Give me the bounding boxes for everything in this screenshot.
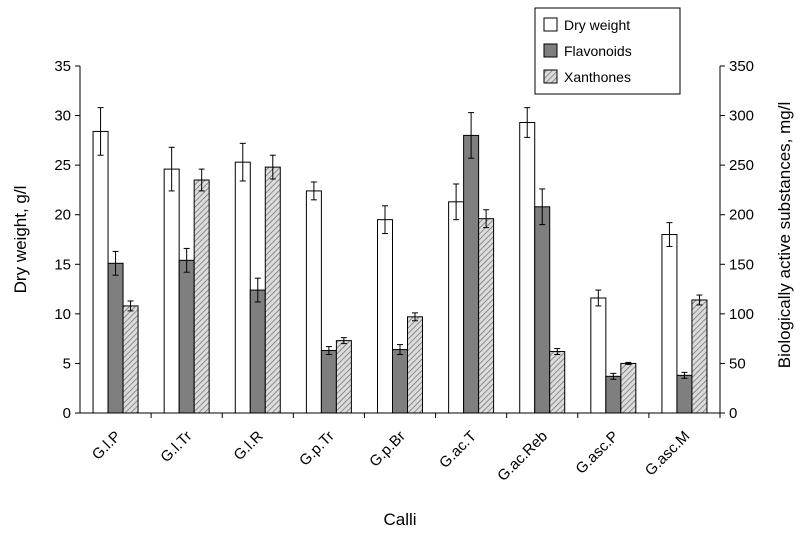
bars [92, 107, 708, 414]
y-tick-label: 15 [54, 256, 71, 273]
y-tick-label: 5 [63, 355, 71, 372]
bar-flavonoids [605, 375, 622, 414]
y-tick-label: 0 [63, 405, 71, 422]
bar-dry-weight [448, 201, 465, 414]
y-tick-label: 30 [54, 108, 71, 125]
x-tick-label: G.l.P [89, 428, 125, 464]
bar-flavonoids [676, 374, 693, 414]
y2-tick-label: 100 [729, 306, 754, 323]
y-tick-label: 20 [54, 207, 71, 224]
legend-label: Flavonoids [564, 43, 632, 59]
x-axis-label: Calli [383, 510, 416, 529]
legend-swatch [543, 43, 558, 58]
bar-dry-weight [234, 161, 251, 414]
bar-dry-weight [377, 219, 393, 414]
y-axis-label: Dry weight, g/l [11, 186, 30, 294]
x-tick-label: G.ac.Reb [494, 428, 551, 485]
y2-tick-label: 50 [729, 355, 746, 372]
bar-dry-weight [163, 168, 180, 414]
legend-box [534, 7, 681, 95]
bar-xanthones [620, 362, 637, 414]
x-tick-label: G.asc.M [642, 428, 694, 480]
bar-flavonoids [107, 262, 124, 414]
y2-tick-label: 250 [729, 157, 754, 174]
bar-dry-weight [519, 122, 536, 414]
legend-label: Xanthones [564, 69, 631, 85]
bar-xanthones [478, 218, 495, 414]
bar-dry-weight [661, 234, 678, 414]
y2-axis-label: Biologically active substances, mg/l [775, 102, 794, 368]
bar-xanthones [407, 316, 423, 414]
y2-tick-label: 200 [729, 207, 754, 224]
bar-flavonoids [320, 350, 337, 414]
bar-xanthones [193, 179, 210, 414]
bar-flavonoids [249, 289, 266, 414]
x-tick-label: G.l.R [230, 428, 266, 464]
y2-tick-label: 300 [729, 108, 754, 125]
legend-label: Dry weight [564, 17, 630, 33]
legend-swatch [543, 17, 558, 32]
x-tick-label: G.p.Tr [296, 428, 338, 470]
y-tick-label: 35 [54, 58, 71, 75]
y-tick-label: 25 [54, 157, 71, 174]
bar-xanthones [691, 299, 708, 414]
bar-xanthones [122, 305, 139, 414]
y2-tick-label: 350 [729, 58, 754, 75]
bar-dry-weight [590, 297, 607, 414]
bar-flavonoids [463, 134, 480, 414]
bar-xanthones [264, 166, 281, 414]
bar-xanthones [335, 340, 352, 414]
bar-flavonoids [178, 259, 195, 414]
bar-xanthones [549, 351, 566, 414]
legend-swatch [543, 69, 558, 84]
bar-flavonoids [534, 206, 551, 414]
y-tick-label: 10 [54, 306, 71, 323]
legend: Dry weight Flavonoids Xanthones [534, 7, 681, 95]
x-tick-label: G.asc.P [572, 428, 622, 478]
tick-labels: 05101520253035050100150200250300350G.l.P… [54, 58, 754, 485]
x-tick-label: G.p.Br [366, 428, 409, 471]
y2-tick-label: 150 [729, 256, 754, 273]
bar-dry-weight [92, 130, 109, 414]
bar-dry-weight [305, 190, 322, 414]
x-tick-label: G.l.Tr [157, 428, 195, 466]
bar-flavonoids [392, 349, 408, 414]
y2-tick-label: 0 [729, 405, 737, 422]
x-tick-label: G.ac.T [436, 428, 480, 472]
